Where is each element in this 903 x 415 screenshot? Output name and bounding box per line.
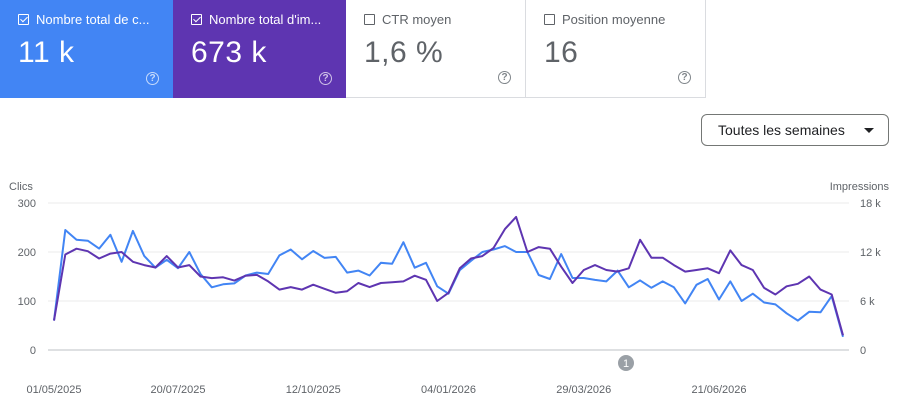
- right-tick-label: 6 k: [860, 296, 875, 308]
- total-clicks-value: 11 k: [18, 36, 75, 69]
- annotation-circle[interactable]: [618, 355, 634, 371]
- help-icon[interactable]: ?: [678, 71, 691, 84]
- help-icon[interactable]: ?: [498, 71, 511, 84]
- total-clicks-card[interactable]: Nombre total de c... 11 k ?: [0, 0, 173, 98]
- total-impressions-value: 673 k: [191, 36, 267, 69]
- checkbox-unchecked-icon[interactable]: [364, 14, 375, 25]
- impressions-series-line: [53, 215, 844, 336]
- metric-cards: Nombre total de c... 11 k ? Nombre total…: [0, 0, 706, 98]
- x-tick-label: 21/06/2026: [691, 384, 746, 396]
- clicks-series-line: [53, 229, 844, 338]
- x-tick-label: 01/05/2025: [26, 384, 81, 396]
- checkbox-checked-icon[interactable]: [18, 14, 29, 25]
- total-impressions-toggle[interactable]: Nombre total d'im...: [191, 12, 321, 27]
- annotation-label: 1: [623, 358, 629, 370]
- right-tick-label: 18 k: [860, 198, 881, 210]
- average-position-card[interactable]: Position moyenne 16 ?: [526, 0, 706, 98]
- right-tick-label: 12 k: [860, 247, 881, 259]
- help-icon[interactable]: ?: [146, 72, 159, 85]
- total-impressions-card[interactable]: Nombre total d'im... 673 k ?: [173, 0, 346, 98]
- chart-grid: [48, 202, 849, 351]
- x-axis-labels: 01/05/2025 20/07/2025 12/10/2025 04/01/2026…: [26, 384, 746, 396]
- total-impressions-label: Nombre total d'im...: [209, 12, 322, 27]
- left-tick-label: 0: [30, 345, 36, 357]
- average-position-value: 16: [544, 36, 579, 69]
- average-position-label: Position moyenne: [562, 12, 666, 27]
- chart-ticks: 0 0 100 6 k 200 12 k 300 18 k: [18, 198, 882, 357]
- total-clicks-toggle[interactable]: Nombre total de c...: [18, 12, 149, 27]
- help-icon[interactable]: ?: [319, 72, 332, 85]
- left-axis-title: Clics: [9, 181, 33, 193]
- average-ctr-label: CTR moyen: [382, 12, 452, 27]
- period-dropdown-label: Toutes les semaines: [718, 122, 845, 138]
- x-tick-label: 12/10/2025: [286, 384, 341, 396]
- chart-lines: [53, 215, 844, 338]
- total-clicks-label: Nombre total de c...: [36, 12, 150, 27]
- x-tick-label: 29/03/2026: [556, 384, 611, 396]
- left-tick-label: 200: [18, 247, 36, 259]
- checkbox-checked-icon[interactable]: [191, 14, 202, 25]
- right-axis-title: Impressions: [830, 181, 890, 193]
- performance-chart: 0 0 100 6 k 200 12 k 300 18 k Clics Impressions…: [9, 181, 890, 396]
- left-tick-label: 300: [18, 198, 36, 210]
- x-tick-label: 04/01/2026: [421, 384, 476, 396]
- period-dropdown[interactable]: Toutes les semaines: [701, 114, 889, 146]
- checkbox-unchecked-icon[interactable]: [544, 14, 555, 25]
- right-tick-label: 0: [860, 345, 866, 357]
- average-ctr-card[interactable]: CTR moyen 1,6 % ?: [346, 0, 526, 98]
- caret-down-icon: [864, 128, 874, 133]
- average-ctr-toggle[interactable]: CTR moyen: [364, 12, 451, 27]
- left-tick-label: 100: [18, 296, 36, 308]
- average-position-toggle[interactable]: Position moyenne: [544, 12, 665, 27]
- average-ctr-value: 1,6 %: [364, 36, 444, 69]
- annotation-marker[interactable]: 1: [618, 355, 634, 371]
- x-tick-label: 20/07/2025: [150, 384, 205, 396]
